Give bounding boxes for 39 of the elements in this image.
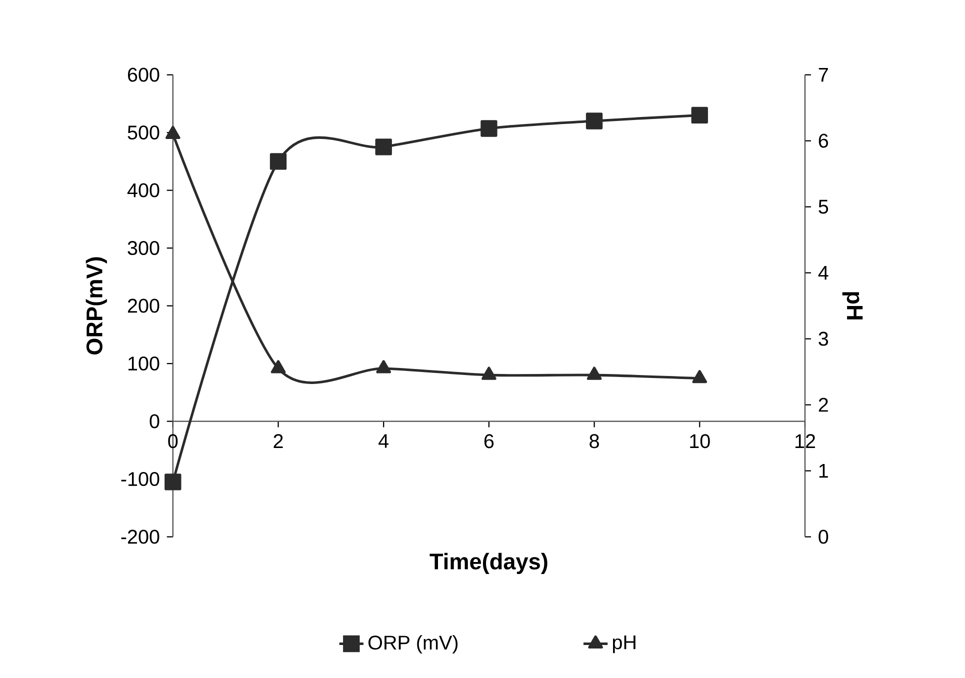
point bbox=[166, 126, 180, 140]
point bbox=[482, 366, 496, 380]
point bbox=[692, 370, 708, 384]
point bbox=[270, 360, 286, 374]
y-tick-label: 600 bbox=[128, 68, 160, 82]
y-tick-label: -100 bbox=[121, 472, 160, 486]
x-tick-label: 4 bbox=[378, 434, 389, 448]
legend-label: ORP (mV) bbox=[368, 635, 458, 654]
x-tick-label: 2 bbox=[274, 434, 283, 448]
point bbox=[376, 360, 391, 374]
point bbox=[586, 366, 602, 380]
y2-tick-label: 6 bbox=[818, 134, 828, 148]
y-axis-title: ORP(mV) bbox=[86, 257, 107, 355]
y-tick-label: 300 bbox=[128, 241, 160, 256]
y2-tick-label: 2 bbox=[818, 398, 828, 412]
y2-tick-label: 3 bbox=[818, 332, 828, 346]
y2-tick-label: 1 bbox=[819, 464, 828, 478]
y-tick-label: 500 bbox=[128, 126, 160, 140]
y2-tick-label: 5 bbox=[818, 200, 828, 214]
legend-label: pH bbox=[613, 636, 636, 654]
y-tick-label: 200 bbox=[128, 298, 160, 313]
point bbox=[164, 474, 182, 490]
x-tick-label: 10 bbox=[690, 434, 710, 448]
y2-tick-label: 4 bbox=[818, 266, 828, 280]
y-tick-label: 100 bbox=[128, 356, 160, 371]
y-tick-label: -200 bbox=[121, 530, 160, 544]
x-axis-title: Time(days) bbox=[430, 552, 548, 574]
y2-tick-label: 7 bbox=[818, 68, 828, 82]
point bbox=[586, 112, 603, 130]
x-tick-label: 6 bbox=[484, 434, 494, 448]
y-tick-label: 0 bbox=[150, 414, 160, 428]
y2-tick-label: 0 bbox=[818, 530, 828, 544]
y2-axis-title: pH bbox=[842, 292, 863, 320]
point bbox=[480, 120, 498, 137]
point bbox=[375, 138, 392, 156]
point bbox=[270, 153, 287, 170]
y-tick-label: 400 bbox=[127, 183, 160, 198]
x-tick-label: 8 bbox=[590, 434, 599, 448]
point bbox=[691, 106, 708, 124]
